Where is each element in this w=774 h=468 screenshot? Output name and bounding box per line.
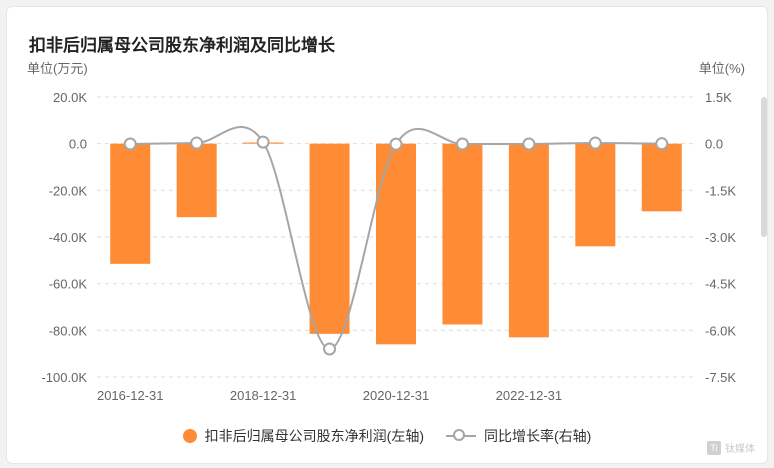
growth-point: [256, 135, 270, 149]
bar: [110, 143, 151, 264]
right-axis-unit: 单位(%): [699, 61, 745, 76]
x-tick-label: 2020-12-31: [363, 388, 430, 403]
left-tick-label: -100.0K: [41, 370, 87, 385]
right-tick-label: -7.5K: [705, 370, 736, 385]
watermark-logo-icon: Ti: [707, 440, 721, 455]
growth-point: [655, 137, 669, 151]
left-tick-label: 0.0: [69, 137, 87, 152]
bar: [508, 143, 549, 338]
right-tick-label: -4.5K: [705, 277, 736, 292]
growth-point: [588, 136, 602, 150]
legend-bar-marker: [182, 429, 197, 443]
chart-canvas: 单位(万元) 单位(%) 20.0K 1.5K 0.0 0.0 -20.0K -1.5K -40…: [27, 61, 745, 403]
bar: [641, 143, 682, 212]
legend-label-growth: 同比增长率(右轴): [484, 428, 592, 444]
bar: [442, 143, 483, 325]
legend-item-profit[interactable]: 扣非后归属母公司股东净利润(左轴): [182, 426, 424, 446]
watermark: Ti 钛媒体: [707, 440, 755, 455]
chart-title: 扣非后归属母公司股东净利润及同比增长: [29, 36, 335, 55]
right-tick-label: -3.0K: [705, 230, 736, 245]
right-tick-label: 1.5K: [705, 90, 732, 105]
growth-point: [389, 137, 403, 151]
bar: [575, 143, 616, 247]
legend-label-profit: 扣非后归属母公司股东净利润(左轴): [204, 428, 424, 444]
growth-point: [323, 342, 337, 356]
bar: [376, 143, 416, 345]
growth-point: [123, 137, 137, 151]
right-tick-label: -1.5K: [705, 183, 736, 198]
scrollbar[interactable]: [761, 97, 767, 237]
watermark-text: 钛媒体: [725, 444, 755, 455]
bar: [309, 143, 350, 334]
left-tick-label: 20.0K: [53, 90, 87, 105]
left-tick-label: -40.0K: [49, 230, 88, 245]
growth-point: [455, 137, 469, 151]
legend: 扣非后归属母公司股东净利润(左轴) 同比增长率(右轴): [7, 424, 767, 448]
left-tick-label: -80.0K: [49, 323, 88, 338]
legend-line-marker: [446, 429, 476, 443]
x-tick-label: 2022-12-31: [496, 388, 563, 403]
legend-item-growth[interactable]: 同比增长率(右轴): [446, 426, 591, 446]
right-tick-label: -6.0K: [705, 323, 736, 338]
x-tick-label: 2018-12-31: [230, 388, 297, 403]
x-tick-label: 2016-12-31: [97, 388, 164, 403]
chart-card: 扣非后归属母公司股东净利润及同比增长 单位(万元) 单位(%) 20.0K 1.5K 0…: [6, 6, 768, 464]
left-tick-label: -60.0K: [49, 277, 88, 292]
growth-line: [130, 126, 662, 351]
right-tick-label: 0.0: [705, 137, 723, 152]
left-tick-label: -20.0K: [49, 183, 88, 198]
left-axis-unit: 单位(万元): [27, 61, 88, 76]
growth-point: [190, 136, 204, 150]
bar: [176, 143, 217, 218]
growth-point: [522, 137, 536, 151]
